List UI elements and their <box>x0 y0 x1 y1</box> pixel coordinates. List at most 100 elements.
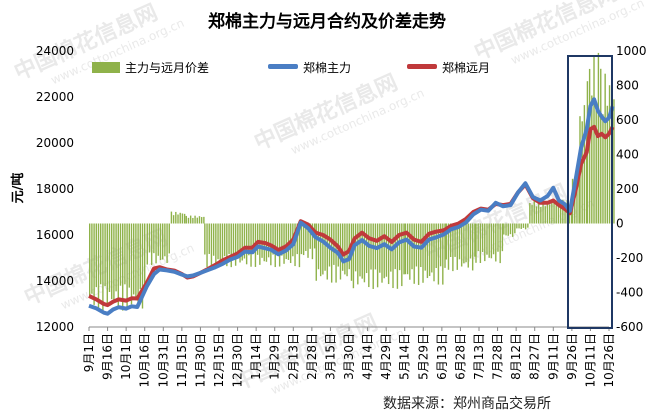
spread-bar <box>595 103 597 224</box>
spread-bar <box>475 223 477 263</box>
spread-bar <box>564 206 566 224</box>
x-tick-label: 9月11日 <box>546 333 560 380</box>
spread-bar <box>117 223 119 307</box>
x-tick-label: 10月31日 <box>156 333 170 388</box>
spread-bar <box>559 206 562 224</box>
spread-bar <box>471 223 474 271</box>
spread-bar <box>130 223 133 305</box>
spread-bar <box>239 223 241 263</box>
spread-bar <box>300 223 303 255</box>
x-tick-label: 2月28日 <box>305 333 319 380</box>
spread-bar <box>223 223 226 257</box>
y-right-tick-label: 800 <box>616 79 639 93</box>
spread-bar <box>540 206 542 224</box>
spread-bar <box>585 130 588 224</box>
spread-bar <box>484 223 486 262</box>
spread-bar <box>210 223 213 267</box>
spread-bar <box>150 223 153 266</box>
spread-bar <box>376 223 379 288</box>
spread-bar <box>433 223 435 282</box>
x-tick-label: 6月13日 <box>435 333 449 380</box>
spread-bar <box>346 223 348 277</box>
spread-bar <box>326 223 328 280</box>
x-tick-label: 5月29日 <box>416 333 430 380</box>
spread-bar <box>185 215 187 224</box>
spread-bar <box>102 223 104 311</box>
spread-bar <box>365 223 368 274</box>
spread-bar <box>256 223 259 255</box>
spread-bar <box>460 223 463 267</box>
spread-bar <box>324 223 326 271</box>
spread-bar <box>196 217 198 224</box>
spread-bar <box>428 223 431 277</box>
spread-bar <box>401 223 403 287</box>
spread-bar <box>600 68 602 224</box>
spread-bar <box>97 223 100 310</box>
spread-bar-group <box>516 223 529 230</box>
spread-bar <box>215 223 217 264</box>
x-tick-label: 1月29日 <box>268 333 282 380</box>
spread-bar <box>555 205 557 224</box>
spread-bar <box>177 214 179 224</box>
legend-label-main: 郑棉主力 <box>303 60 351 75</box>
spread-bar <box>409 223 411 280</box>
legend-swatch-spread <box>92 62 120 73</box>
spread-bar <box>298 223 301 268</box>
spread-bar <box>497 223 499 252</box>
spread-bar <box>344 223 346 275</box>
spread-bar <box>458 223 461 260</box>
spread-bar <box>406 223 409 275</box>
spread-bar <box>479 223 482 263</box>
legend: 主力与远月价差 郑棉主力 郑棉远月 <box>92 60 490 75</box>
spread-bar <box>122 223 124 311</box>
legend-label-spread: 主力与远月价差 <box>125 61 209 75</box>
y-left-tick-label: 14000 <box>36 274 74 288</box>
spread-bar <box>613 99 615 224</box>
spread-bar <box>126 223 128 310</box>
spread-bar <box>413 223 415 284</box>
spread-bar <box>463 223 465 264</box>
spread-bar <box>381 223 383 283</box>
y-left-tick-label: 18000 <box>36 182 74 196</box>
spread-bar <box>465 223 467 263</box>
x-tick-label: 4月14日 <box>361 333 375 380</box>
y-axis-label: 元/吨 <box>10 173 26 204</box>
x-tick-label: 10月1日 <box>119 333 133 380</box>
x-tick-label: 1月14日 <box>249 333 263 380</box>
spread-bar <box>444 223 446 268</box>
spread-bar <box>172 215 175 224</box>
spread-bar <box>91 223 93 294</box>
y-left-tick-label: 20000 <box>36 136 74 150</box>
spread-bar <box>442 223 444 285</box>
spread-bar <box>317 223 320 270</box>
spread-bar <box>352 223 355 289</box>
spread-bar <box>447 223 450 270</box>
spread-bar <box>372 223 374 289</box>
x-tick-label: 4月29日 <box>379 333 393 380</box>
spread-bar <box>330 223 333 283</box>
x-tick-label: 12月30日 <box>231 333 245 388</box>
spread-bar <box>524 223 527 230</box>
spread-bar <box>583 105 586 224</box>
spread-bar <box>597 115 600 224</box>
spread-bar <box>170 211 173 224</box>
spread-bar <box>387 223 390 285</box>
spread-bar <box>576 183 578 224</box>
x-tick-label: 12月15日 <box>212 333 226 388</box>
source-note: 数据来源：郑州商品交易所 <box>383 395 551 412</box>
spread-bar <box>469 223 472 259</box>
spread-bar <box>153 223 155 254</box>
spread-bar-group <box>445 223 476 272</box>
spread-bar <box>281 223 283 256</box>
spread-bar <box>241 223 243 261</box>
spread-bar <box>546 201 549 224</box>
chart-title: 郑棉主力与远月合约及价差走势 <box>208 11 446 32</box>
x-tick-label: 11月15日 <box>175 333 189 388</box>
spread-bar <box>449 223 452 257</box>
spread-bar <box>456 223 458 270</box>
spread-bar <box>606 105 609 224</box>
legend-label-far: 郑棉远月 <box>442 60 490 75</box>
spread-bar <box>537 199 540 224</box>
spread-bar <box>420 223 422 268</box>
